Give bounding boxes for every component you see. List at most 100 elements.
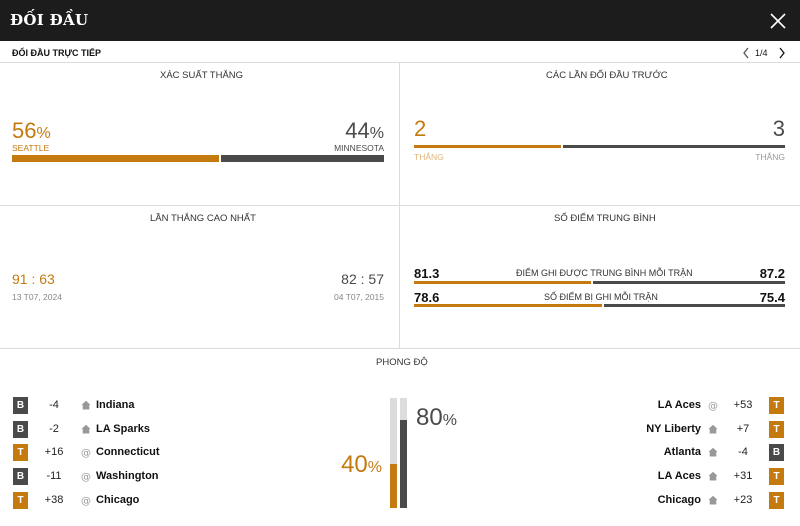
away-win-pct: 44% <box>345 118 384 144</box>
opponent-name: LA Aces <box>657 399 701 411</box>
result-badge: B <box>769 444 784 462</box>
modal-header: ĐỐI ĐẦU <box>0 0 800 41</box>
away-form-track <box>400 398 407 508</box>
at-icon: @ <box>80 470 92 483</box>
away-win-bar <box>221 155 384 162</box>
away-form-pct: 80% <box>416 404 457 432</box>
form-game-row: B -2 LA Sparks <box>0 420 800 439</box>
opponent-name: LA Aces <box>657 470 701 483</box>
divider <box>0 348 800 349</box>
point-diff: +16 <box>44 446 64 459</box>
home-score-a: 91 <box>12 271 28 287</box>
opponent-name: Chicago <box>657 493 701 506</box>
pager: 1/4 <box>741 46 791 60</box>
point-diff: +31 <box>733 470 753 483</box>
opponent-name: Washington <box>96 470 159 483</box>
at-icon: @ <box>80 494 92 507</box>
svg-text:@: @ <box>708 401 718 411</box>
opponent-name: Connecticut <box>96 446 160 459</box>
divider <box>399 205 400 348</box>
avg-home-value: 78.6 <box>414 290 440 305</box>
avg-away-value: 75.4 <box>759 290 785 305</box>
home-biggest-win-date: 13 T07, 2024 <box>12 292 62 302</box>
home-icon <box>707 423 719 435</box>
home-win-pct: 56% <box>12 118 51 144</box>
home-team-label: SEATTLE <box>12 143 50 153</box>
home-wins-label: THẮNG <box>414 152 444 162</box>
home-score-b: 63 <box>39 271 55 287</box>
avg-row-label: ĐIỂM GHI ĐƯỢC TRUNG BÌNH MỖI TRẬN <box>516 268 693 278</box>
subheader-label: ĐỐI ĐẦU TRỰC TIẾP <box>12 48 101 58</box>
result-badge: T <box>769 420 784 438</box>
away-win-pct-value: 44 <box>345 118 370 143</box>
away-wins-label: THẮNG <box>755 152 785 162</box>
opponent-name: LA Sparks <box>96 422 151 435</box>
at-icon: @ <box>707 399 719 412</box>
home-form-pct-unit: % <box>367 459 382 476</box>
result-badge: T <box>13 444 28 462</box>
point-diff: -4 <box>738 446 748 459</box>
opponent-name: NY Liberty <box>646 422 701 435</box>
home-wins-bar <box>414 145 561 148</box>
result-badge: B <box>13 468 28 486</box>
away-score-a: 82 <box>341 271 357 287</box>
modal-title: ĐỐI ĐẦU <box>10 11 89 29</box>
close-icon[interactable] <box>766 9 790 33</box>
form-game-row: T +7 NY Liberty <box>0 420 800 439</box>
away-form-pct-unit: % <box>442 412 457 429</box>
home-form-fill <box>390 464 397 508</box>
point-diff: +7 <box>736 422 750 435</box>
away-win-pct-unit: % <box>369 125 384 142</box>
away-wins-bar <box>563 145 785 148</box>
opponent-name: Atlanta <box>663 446 701 459</box>
divider <box>399 62 400 205</box>
result-badge: T <box>13 491 28 509</box>
chevron-right-icon[interactable] <box>777 46 787 60</box>
form-title: PHONG ĐỘ <box>376 357 428 368</box>
score-separator: : <box>360 271 365 287</box>
point-diff: -4 <box>49 399 59 411</box>
at-icon: @ <box>80 446 92 459</box>
divider <box>0 205 800 206</box>
home-win-pct-value: 56 <box>12 118 37 143</box>
away-biggest-win-date: 04 T07, 2015 <box>334 292 384 302</box>
average-points-title: SỐ ĐIỂM TRUNG BÌNH <box>554 213 656 224</box>
home-icon <box>80 423 92 435</box>
result-badge: T <box>769 397 784 414</box>
chevron-left-icon[interactable] <box>741 46 751 60</box>
form-game-row: T +23 Chicago <box>0 491 800 510</box>
point-diff: -2 <box>49 422 59 435</box>
divider <box>0 62 800 63</box>
home-biggest-win-score: 91 : 63 <box>12 271 55 287</box>
home-form-pct-value: 40 <box>341 451 368 478</box>
form-game-row: T +38 @ Chicago <box>0 491 800 510</box>
form-game-row: T +16 @ Connecticut <box>0 444 800 462</box>
svg-text:@: @ <box>81 472 91 482</box>
result-badge: B <box>13 397 28 414</box>
away-form-pct-value: 80 <box>416 404 443 431</box>
win-probability-title: XÁC SUẤT THẮNG <box>160 70 244 81</box>
form-game-row: B -4 Indiana <box>0 397 800 415</box>
away-form-fill <box>400 420 407 508</box>
previous-meetings-title: CÁC LẦN ĐỐI ĐẦU TRƯỚC <box>546 70 668 81</box>
home-icon <box>707 470 719 482</box>
avg-row-label: SỐ ĐIỂM BỊ GHI MỖI TRẬN <box>544 292 658 302</box>
score-separator: : <box>31 271 36 287</box>
avg-home-bar <box>414 304 602 307</box>
home-icon <box>707 494 719 506</box>
biggest-win-title: LẦN THẮNG CAO NHẤT <box>150 213 256 224</box>
point-diff: +38 <box>44 493 64 506</box>
result-badge: T <box>769 491 784 509</box>
svg-text:@: @ <box>81 448 91 458</box>
opponent-name: Indiana <box>96 399 135 411</box>
home-icon <box>80 399 92 411</box>
opponent-name: Chicago <box>96 493 140 506</box>
home-icon <box>707 446 719 458</box>
svg-text:@: @ <box>81 496 91 506</box>
away-wins-count: 3 <box>772 116 785 141</box>
away-team-label: MINNESOTA <box>334 143 384 153</box>
home-form-track <box>390 398 397 508</box>
home-form-pct: 40% <box>341 451 382 479</box>
point-diff: +53 <box>733 399 753 411</box>
page-indicator: 1/4 <box>755 48 768 58</box>
